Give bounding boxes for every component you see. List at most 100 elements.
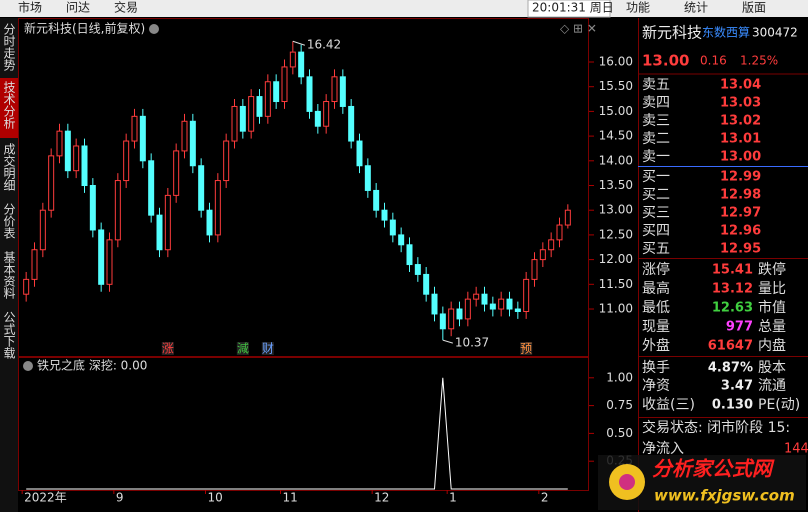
candle-body <box>323 101 330 127</box>
candle-body <box>231 105 238 142</box>
sidebar-tab[interactable]: 基本资料 <box>2 251 16 299</box>
stat-label: 股本 <box>758 360 786 376</box>
high-label: 16.42 <box>307 38 341 52</box>
candle-body <box>248 96 255 132</box>
stat-label: 涨停 <box>642 261 670 278</box>
indicator-frame <box>18 357 589 491</box>
candle-body <box>548 239 555 251</box>
candle-body <box>31 249 38 280</box>
sidebar-tab[interactable]: 成交明细 <box>2 143 16 191</box>
x-tick-label: 12 <box>374 491 389 505</box>
candle-body <box>56 130 63 157</box>
menu-item[interactable]: 交易 <box>114 0 138 15</box>
event-marker[interactable]: 预 <box>520 342 532 356</box>
candle-body <box>289 51 296 68</box>
sidebar-tab-active <box>0 78 18 138</box>
candle-body <box>339 76 346 107</box>
candle-body <box>131 115 138 142</box>
candle-body <box>356 140 363 167</box>
chart-menu-icon[interactable] <box>149 24 159 34</box>
main-frame <box>18 18 589 357</box>
sidebar-tab[interactable]: 分时走势 <box>2 23 16 71</box>
stat-label: 跌停 <box>758 261 786 278</box>
ask-label: 卖一 <box>642 149 670 165</box>
candle-body <box>181 120 188 152</box>
event-box <box>520 342 533 355</box>
y-tick-label: 0.75 <box>606 398 633 412</box>
menu-item[interactable]: 功能 <box>626 1 650 15</box>
y-tick-label: 11.00 <box>599 302 633 316</box>
ask-label: 卖五 <box>642 77 670 93</box>
event-box <box>161 342 174 355</box>
candle-body <box>123 140 130 182</box>
candle-body <box>439 313 446 330</box>
clock: 20:01:31 周日 <box>532 1 614 15</box>
event-box <box>236 342 249 355</box>
sidebar-tab[interactable]: 公式下载 <box>2 311 16 360</box>
change-pct: 1.25% <box>740 54 778 68</box>
change: 0.16 <box>700 54 727 68</box>
indicator-menu-icon[interactable] <box>23 361 33 371</box>
candle-body <box>23 278 30 295</box>
event-marker[interactable]: 财 <box>262 342 274 356</box>
event-marker[interactable]: 涨 <box>162 341 174 356</box>
candle-body <box>264 81 271 117</box>
candle-body <box>281 66 288 103</box>
stat-label: 流通 <box>758 378 786 394</box>
y-tick-label: 11.50 <box>599 277 633 291</box>
candle-body <box>539 249 546 261</box>
candle-body <box>456 308 463 320</box>
stock-concept[interactable]: 东数西算 <box>702 25 750 40</box>
sidebar <box>0 18 18 512</box>
bid-price: 12.95 <box>720 242 761 257</box>
last-price: 13.00 <box>642 52 689 70</box>
ask-price: 13.02 <box>720 114 761 129</box>
candle-body <box>364 165 371 191</box>
stat-label: 换手 <box>642 359 670 376</box>
candle-body <box>314 110 321 127</box>
x-tick-label: 2 <box>541 491 549 505</box>
stat-label: 内盘 <box>758 337 786 354</box>
candle-body <box>64 130 71 172</box>
candle-body <box>564 209 571 226</box>
candle-body <box>423 273 430 295</box>
low-label: 10.37 <box>455 336 489 350</box>
stat-value: 12.63 <box>712 301 753 316</box>
menu-item[interactable]: 统计 <box>684 1 708 15</box>
stat-label: 收益(三) <box>642 397 695 413</box>
menu-item[interactable]: 版面 <box>742 1 766 15</box>
tool-icons[interactable]: ◇ ⊞ ✕ <box>560 22 597 36</box>
y-tick-label: 14.00 <box>599 153 633 167</box>
menu-item[interactable]: 市场 <box>18 0 42 15</box>
candle-body <box>164 194 171 251</box>
y-tick-label: 12.50 <box>599 227 633 241</box>
candle-body <box>406 244 413 266</box>
bid-label: 买三 <box>642 205 670 221</box>
y-tick-label: 12.00 <box>599 252 633 266</box>
bid-price: 12.99 <box>720 170 761 185</box>
candle-body <box>531 259 538 280</box>
y-tick-label: 16.00 <box>599 54 633 68</box>
ask-label: 卖三 <box>642 113 670 129</box>
watermark-url: www.fxjgsw.com <box>654 487 795 505</box>
sidebar-tab[interactable]: 技术分析 <box>2 81 16 130</box>
candle-body <box>389 219 396 236</box>
candle-body <box>206 209 213 236</box>
sidebar-tab[interactable]: 分价表 <box>2 203 16 239</box>
candle-body <box>148 160 155 216</box>
candle-body <box>506 298 513 310</box>
candle-body <box>139 115 146 162</box>
candle-body <box>39 209 46 251</box>
chart-title: 新元科技(日线,前复权) <box>24 21 145 36</box>
stat-label: 最低 <box>642 300 670 316</box>
indicator-line <box>26 377 568 490</box>
event-marker[interactable]: 減 <box>237 341 249 356</box>
candle-body <box>189 120 196 167</box>
menu-item[interactable]: 问达 <box>66 1 90 15</box>
stat-value: 4.87% <box>708 361 753 376</box>
stat-label: 现量 <box>642 319 670 335</box>
ask-label: 卖四 <box>642 95 670 111</box>
candle-body <box>256 96 263 117</box>
ask-price: 13.01 <box>720 132 761 147</box>
candle-body <box>414 264 421 275</box>
